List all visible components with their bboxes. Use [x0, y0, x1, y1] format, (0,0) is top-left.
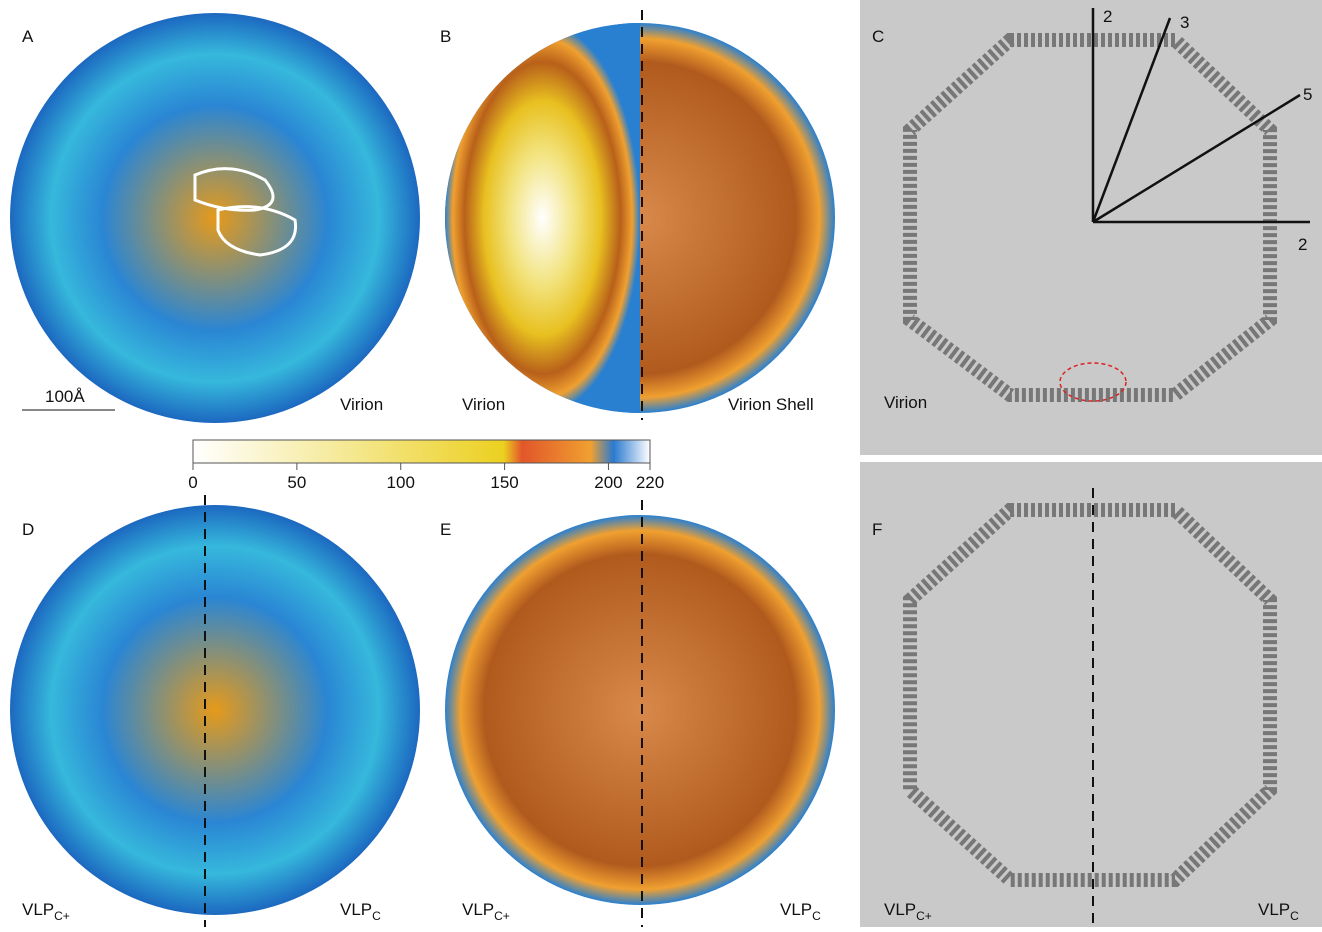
highlight: [1059, 362, 1127, 402]
panel-label: VLPC+: [884, 900, 932, 923]
tick-label: 0: [188, 473, 197, 492]
shell-density: [903, 33, 1277, 402]
label-base: VLP: [780, 900, 812, 919]
panel-letter: A: [22, 27, 34, 46]
panel-label: VLPC: [1258, 900, 1299, 923]
label-base: VLP: [340, 900, 372, 919]
label-sub: C: [372, 909, 381, 923]
vlp-surface: [10, 505, 420, 915]
axis-label: 3: [1180, 13, 1189, 32]
panel-label: Virion Shell: [728, 395, 814, 414]
label-base: VLP: [22, 900, 54, 919]
panel-label: VLPC+: [462, 900, 510, 923]
axis-label: 2: [1103, 7, 1112, 26]
label-sub: C+: [494, 909, 510, 923]
panel-letter: F: [872, 520, 882, 539]
label-sub: C: [812, 909, 821, 923]
colorbar-ticks: 0 50 100 150 200 220: [188, 463, 664, 492]
tick-label: 150: [490, 473, 518, 492]
tick-label: 50: [287, 473, 306, 492]
tick-label: 220: [636, 473, 664, 492]
panel-label: VLPC: [340, 900, 381, 923]
tick-label: 200: [594, 473, 622, 492]
sub-labels: VLPC+ VLPC VLPC+ VLPC VLPC+ VLPC: [22, 900, 1299, 923]
panel-label: VLPC+: [22, 900, 70, 923]
scale-label: 100Å: [45, 387, 85, 406]
virion-surface: [10, 13, 420, 423]
label-base: VLP: [462, 900, 494, 919]
symmetry-arrows: [1091, 8, 1310, 224]
panel-label: VLPC: [780, 900, 821, 923]
virion-cut: [445, 23, 640, 413]
tick-label: 100: [387, 473, 415, 492]
axis-label: 2: [1298, 235, 1307, 254]
outline: [193, 167, 298, 257]
axis-label: 5: [1303, 85, 1312, 104]
label-base: VLP: [884, 900, 916, 919]
label-sub: C+: [916, 909, 932, 923]
panel-letter: E: [440, 520, 451, 539]
label-sub: C+: [54, 909, 70, 923]
panel-label: Virion: [884, 393, 927, 412]
panel-label: Virion: [340, 395, 383, 414]
panel-letter: D: [22, 520, 34, 539]
vlp-shell: [445, 515, 835, 905]
label-base: VLP: [1258, 900, 1290, 919]
panel-letter: C: [872, 27, 884, 46]
colorbar: [192, 439, 651, 464]
slice-panel: [860, 0, 1322, 455]
label-sub: C: [1290, 909, 1299, 923]
panel-letter: B: [440, 27, 451, 46]
slice-panel: [860, 462, 1322, 927]
shell-density: [903, 503, 1277, 887]
panel-label: Virion: [462, 395, 505, 414]
